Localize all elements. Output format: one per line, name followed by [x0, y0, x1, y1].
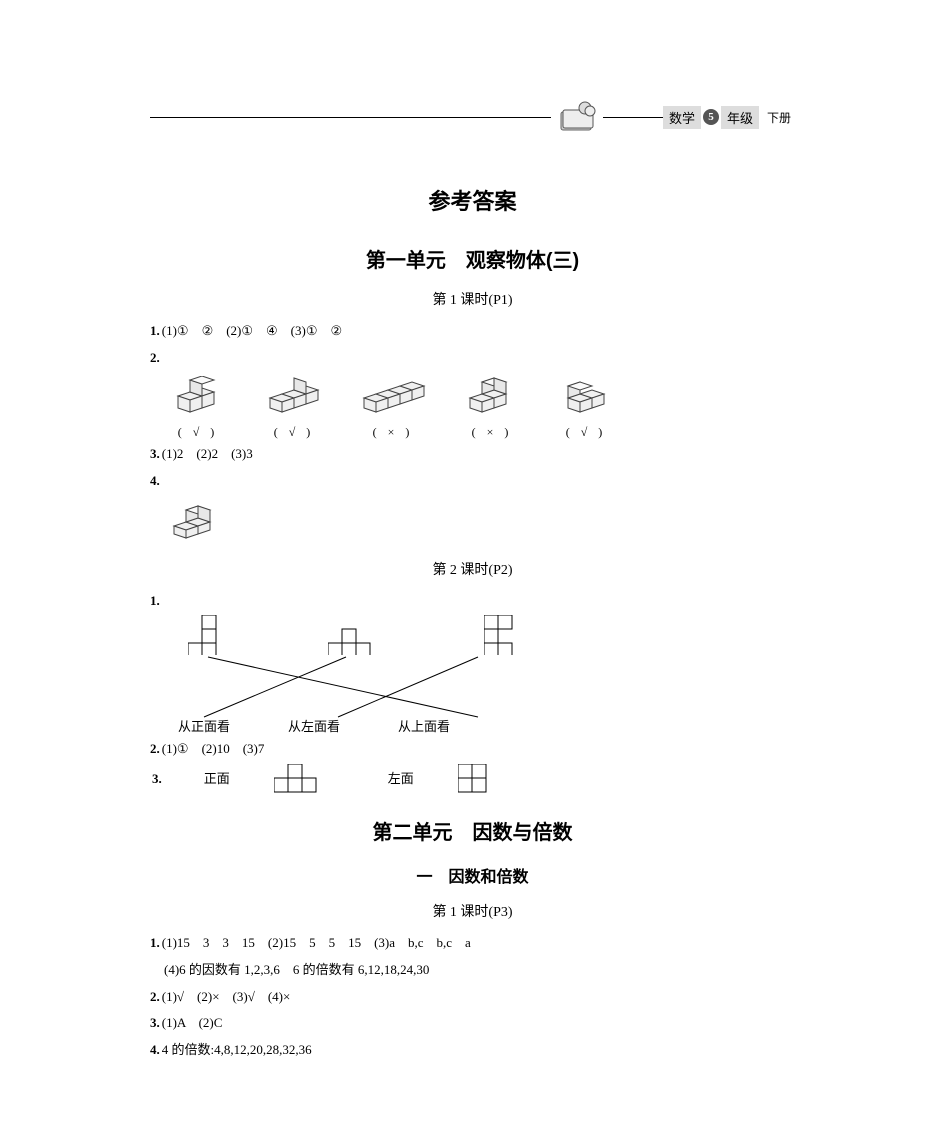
rule-left: [150, 117, 551, 118]
cubes-icon: [360, 376, 426, 414]
grade-circle: 5: [703, 109, 719, 125]
semester-label: 下册: [763, 107, 795, 128]
cubes-icon: [168, 496, 224, 540]
u1l1-q4-fig: [168, 496, 795, 545]
front-view-label: 正面: [204, 767, 230, 792]
cube-mark-3: ( × ): [360, 425, 426, 440]
u2l1-q2: 2.(1)√ (2)× (3)√ (4)×: [150, 985, 795, 1010]
front-view-grid: [274, 764, 318, 794]
cube-fig-4: ( × ): [462, 374, 522, 440]
u1-lesson2-heading: 第 2 课时(P2): [150, 559, 795, 579]
u1l1-q2: 2.: [150, 346, 795, 371]
grade-suffix: 年级: [721, 106, 759, 129]
u2l1-q3: 3.(1)A (2)C: [150, 1011, 795, 1036]
u1l1-q3-text: (1)2 (2)2 (3)3: [162, 446, 253, 461]
rule-mid: [603, 117, 663, 118]
u1l1-q1: 1.(1)① ② (2)① ④ (3)① ②: [150, 319, 795, 344]
cubes-icon: [558, 374, 614, 414]
cubes-icon: [264, 376, 324, 414]
cube-fig-3: ( × ): [360, 376, 426, 440]
u1l1-q3: 3.(1)2 (2)2 (3)3: [150, 442, 795, 467]
left-view-label: 左面: [388, 767, 414, 792]
matching-diagram: 从正面看 从左面看 从上面看: [168, 615, 795, 735]
page-title: 参考答案: [150, 184, 795, 216]
cubes-icon: [168, 376, 228, 414]
u2l1-q4: 4.4 的倍数:4,8,12,20,28,32,36: [150, 1038, 795, 1063]
u1l1-cubes-row: ( √ ) ( √ ): [168, 374, 795, 440]
match-label-left: 从左面看: [288, 716, 340, 735]
u2l1-q1a: 1.(1)15 3 3 15 (2)15 5 5 15 (3)a b,c b,c…: [150, 931, 795, 956]
u1l2-q3: 3. 正面 左面: [152, 764, 795, 794]
match-label-front: 从正面看: [178, 716, 230, 735]
u1l2-q2: 2.(1)① (2)10 (3)7: [150, 737, 795, 762]
u2l1-q1a-text: (1)15 3 3 15 (2)15 5 5 15 (3)a b,c b,c a: [162, 935, 471, 950]
unit1-heading: 第一单元 观察物体(三): [150, 244, 795, 273]
u1l2-q2-text: (1)① (2)10 (3)7: [162, 741, 265, 756]
book-icon: [557, 100, 597, 134]
cube-mark-5: ( √ ): [558, 425, 614, 440]
page: 数学 5 年级 下册 参考答案 第一单元 观察物体(三) 第 1 课时(P1) …: [0, 0, 945, 1123]
cubes-icon: [462, 374, 522, 414]
header-bar: 数学 5 年级 下册: [150, 100, 795, 134]
u2-lesson1-heading: 第 1 课时(P3): [150, 901, 795, 921]
subject-label: 数学: [663, 106, 701, 129]
u1l2-q1: 1.: [150, 589, 795, 614]
u1l1-q4: 4.: [150, 469, 795, 494]
u2l1-q3-text: (1)A (2)C: [162, 1015, 223, 1030]
u2l1-q2-text: (1)√ (2)× (3)√ (4)×: [162, 989, 291, 1004]
cube-fig-1: ( √ ): [168, 376, 228, 440]
u1l1-q1-text: (1)① ② (2)① ④ (3)① ②: [162, 323, 342, 338]
u2l1-q4-text: 4 的倍数:4,8,12,20,28,32,36: [162, 1042, 312, 1057]
match-label-top: 从上面看: [398, 716, 450, 735]
u1-lesson1-heading: 第 1 课时(P1): [150, 289, 795, 309]
unit2-sub: 一 因数和倍数: [150, 863, 795, 887]
cube-mark-4: ( × ): [462, 425, 522, 440]
unit2-heading: 第二单元 因数与倍数: [150, 816, 795, 845]
left-view-grid: [458, 764, 488, 794]
cube-fig-2: ( √ ): [264, 376, 324, 440]
cube-fig-5: ( √ ): [558, 374, 614, 440]
cube-mark-1: ( √ ): [168, 425, 228, 440]
u2l1-q1b: (4)6 的因数有 1,2,3,6 6 的倍数有 6,12,18,24,30: [150, 958, 795, 983]
cube-mark-2: ( √ ): [264, 425, 324, 440]
header-badge: 数学 5 年级 下册: [663, 106, 795, 129]
